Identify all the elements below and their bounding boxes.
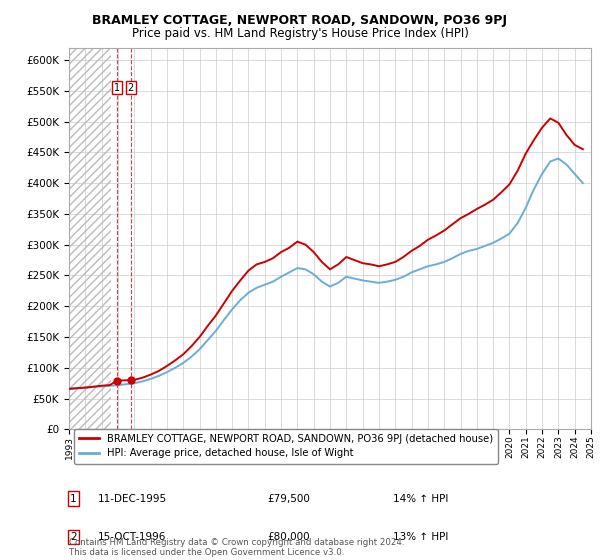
Text: 13% ↑ HPI: 13% ↑ HPI	[392, 532, 448, 542]
Bar	[69, 48, 112, 430]
Text: 2: 2	[70, 532, 76, 542]
Legend: BRAMLEY COTTAGE, NEWPORT ROAD, SANDOWN, PO36 9PJ (detached house), HPI: Average : BRAMLEY COTTAGE, NEWPORT ROAD, SANDOWN, …	[74, 428, 498, 464]
Text: 11-DEC-1995: 11-DEC-1995	[98, 494, 167, 503]
Bar	[69, 48, 112, 430]
Text: 2: 2	[128, 83, 134, 93]
Text: BRAMLEY COTTAGE, NEWPORT ROAD, SANDOWN, PO36 9PJ: BRAMLEY COTTAGE, NEWPORT ROAD, SANDOWN, …	[92, 14, 508, 27]
Text: 1: 1	[114, 83, 120, 93]
Text: £80,000: £80,000	[268, 532, 310, 542]
Text: 15-OCT-1996: 15-OCT-1996	[98, 532, 166, 542]
Text: 14% ↑ HPI: 14% ↑ HPI	[392, 494, 448, 503]
Text: 1: 1	[70, 494, 76, 503]
Text: Price paid vs. HM Land Registry's House Price Index (HPI): Price paid vs. HM Land Registry's House …	[131, 27, 469, 40]
Text: £79,500: £79,500	[268, 494, 310, 503]
Text: Contains HM Land Registry data © Crown copyright and database right 2024.
This d: Contains HM Land Registry data © Crown c…	[69, 538, 404, 557]
